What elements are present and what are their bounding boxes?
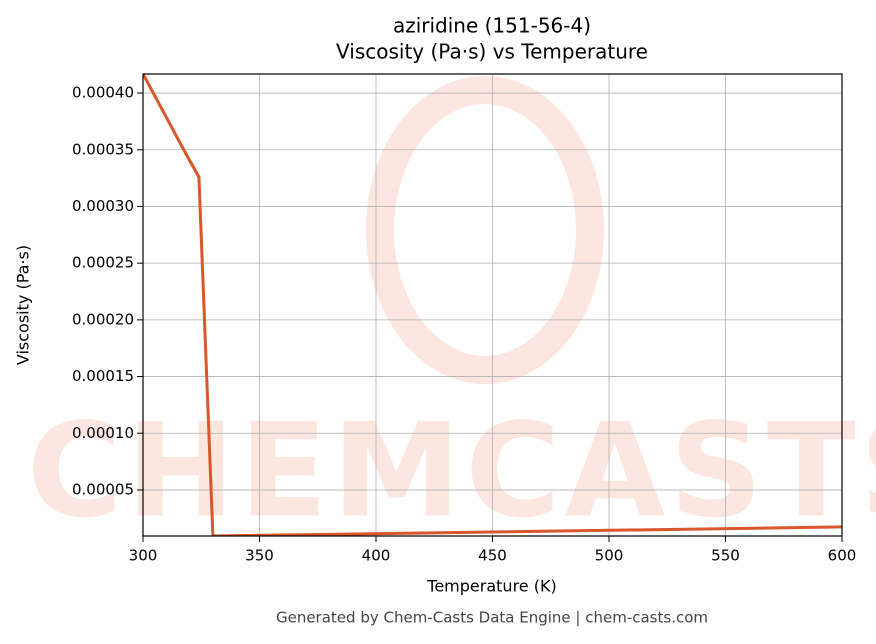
x-tick-label: 600 (828, 547, 857, 565)
y-tick-label: 0.00005 (72, 480, 134, 498)
x-tick-label: 450 (478, 547, 507, 565)
x-tick-label: 400 (362, 547, 391, 565)
y-tick-label: 0.00035 (72, 140, 134, 158)
chart-title: aziridine (151-56-4) (393, 14, 591, 38)
y-tick-label: 0.00010 (72, 424, 134, 442)
watermark: CHEMCASTS (27, 395, 876, 547)
data-line (143, 73, 842, 536)
y-tick-label: 0.00015 (72, 367, 134, 385)
x-tick-label: 500 (595, 547, 624, 565)
y-tick-label: 0.00025 (72, 254, 134, 272)
footer: Generated by Chem-Casts Data Engine | ch… (276, 609, 708, 627)
watermark-logo (366, 76, 604, 384)
x-tick-label: 350 (245, 547, 274, 565)
y-tick-label: 0.00020 (72, 310, 134, 328)
chart-subtitle: Viscosity (Pa·s) vs Temperature (336, 40, 648, 64)
x-tick-label: 300 (129, 547, 158, 565)
y-tick-label: 0.00040 (72, 84, 134, 102)
x-tick-label: 550 (711, 547, 740, 565)
plot-frame (142, 73, 843, 537)
y-tick-label: 0.00030 (72, 197, 134, 215)
x-axis-label: Temperature (K) (426, 577, 556, 596)
y-axis-label: Viscosity (Pa·s) (14, 245, 33, 365)
